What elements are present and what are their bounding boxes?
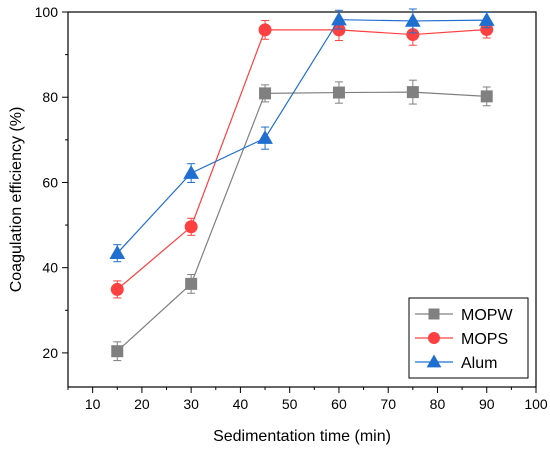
y-tick-label: 100: [35, 4, 59, 20]
y-tick-label: 40: [42, 260, 58, 276]
x-tick-label: 80: [430, 396, 446, 412]
x-tick-label: 50: [282, 396, 298, 412]
series-line-mops: [116, 28, 487, 290]
series-mopw: [111, 79, 493, 362]
data-point-mops: [184, 220, 198, 234]
data-point-mopw: [480, 90, 493, 103]
data-point-mopw: [259, 87, 272, 100]
series-mops: [110, 18, 494, 299]
legend-marker-mopw: [428, 308, 440, 320]
x-tick-label: 100: [524, 396, 548, 412]
x-axis-title: Sedimentation time (min): [213, 428, 391, 445]
legend-label-mops: MOPS: [461, 331, 508, 348]
data-point-alum: [478, 12, 495, 26]
x-tick-label: 90: [479, 396, 495, 412]
x-tick-label: 20: [134, 396, 150, 412]
x-tick-label: 60: [331, 396, 347, 412]
legend-label-mopw: MOPW: [461, 307, 513, 324]
data-point-mopw: [406, 86, 419, 99]
data-point-alum: [109, 245, 126, 259]
series-alum: [109, 8, 495, 263]
data-point-alum: [331, 11, 347, 26]
legend-marker-alum: [426, 354, 442, 368]
data-point-mopw: [111, 345, 124, 358]
x-tick-label: 40: [233, 396, 249, 412]
data-point-mops: [110, 282, 124, 296]
data-point-mopw: [332, 86, 345, 99]
x-tick-label: 70: [380, 396, 396, 412]
data-point-mops: [258, 23, 272, 37]
x-tick-label: 30: [183, 396, 199, 412]
y-tick-label: 60: [42, 174, 58, 190]
data-point-mopw: [185, 277, 198, 290]
y-tick-label: 80: [42, 89, 58, 105]
series-line-alum: [116, 19, 487, 254]
legend-marker-mops: [428, 332, 440, 344]
data-point-alum: [404, 12, 421, 27]
plot-area: [109, 8, 495, 362]
y-axis-title: Coagulation efficiency (%): [8, 107, 25, 293]
legend-label-alum: Alum: [461, 355, 497, 372]
data-point-alum: [257, 130, 273, 144]
x-tick-label: 10: [85, 396, 101, 412]
data-point-alum: [183, 165, 200, 179]
legend: MOPW MOPS Alum: [408, 297, 529, 379]
axes: 10 20 30 40 50 60 70 80 90 100 20 40 60 80 100: [35, 4, 548, 412]
y-tick-label: 20: [42, 345, 58, 361]
series-line-mopw: [116, 91, 487, 352]
plot-frame: [67, 11, 537, 388]
